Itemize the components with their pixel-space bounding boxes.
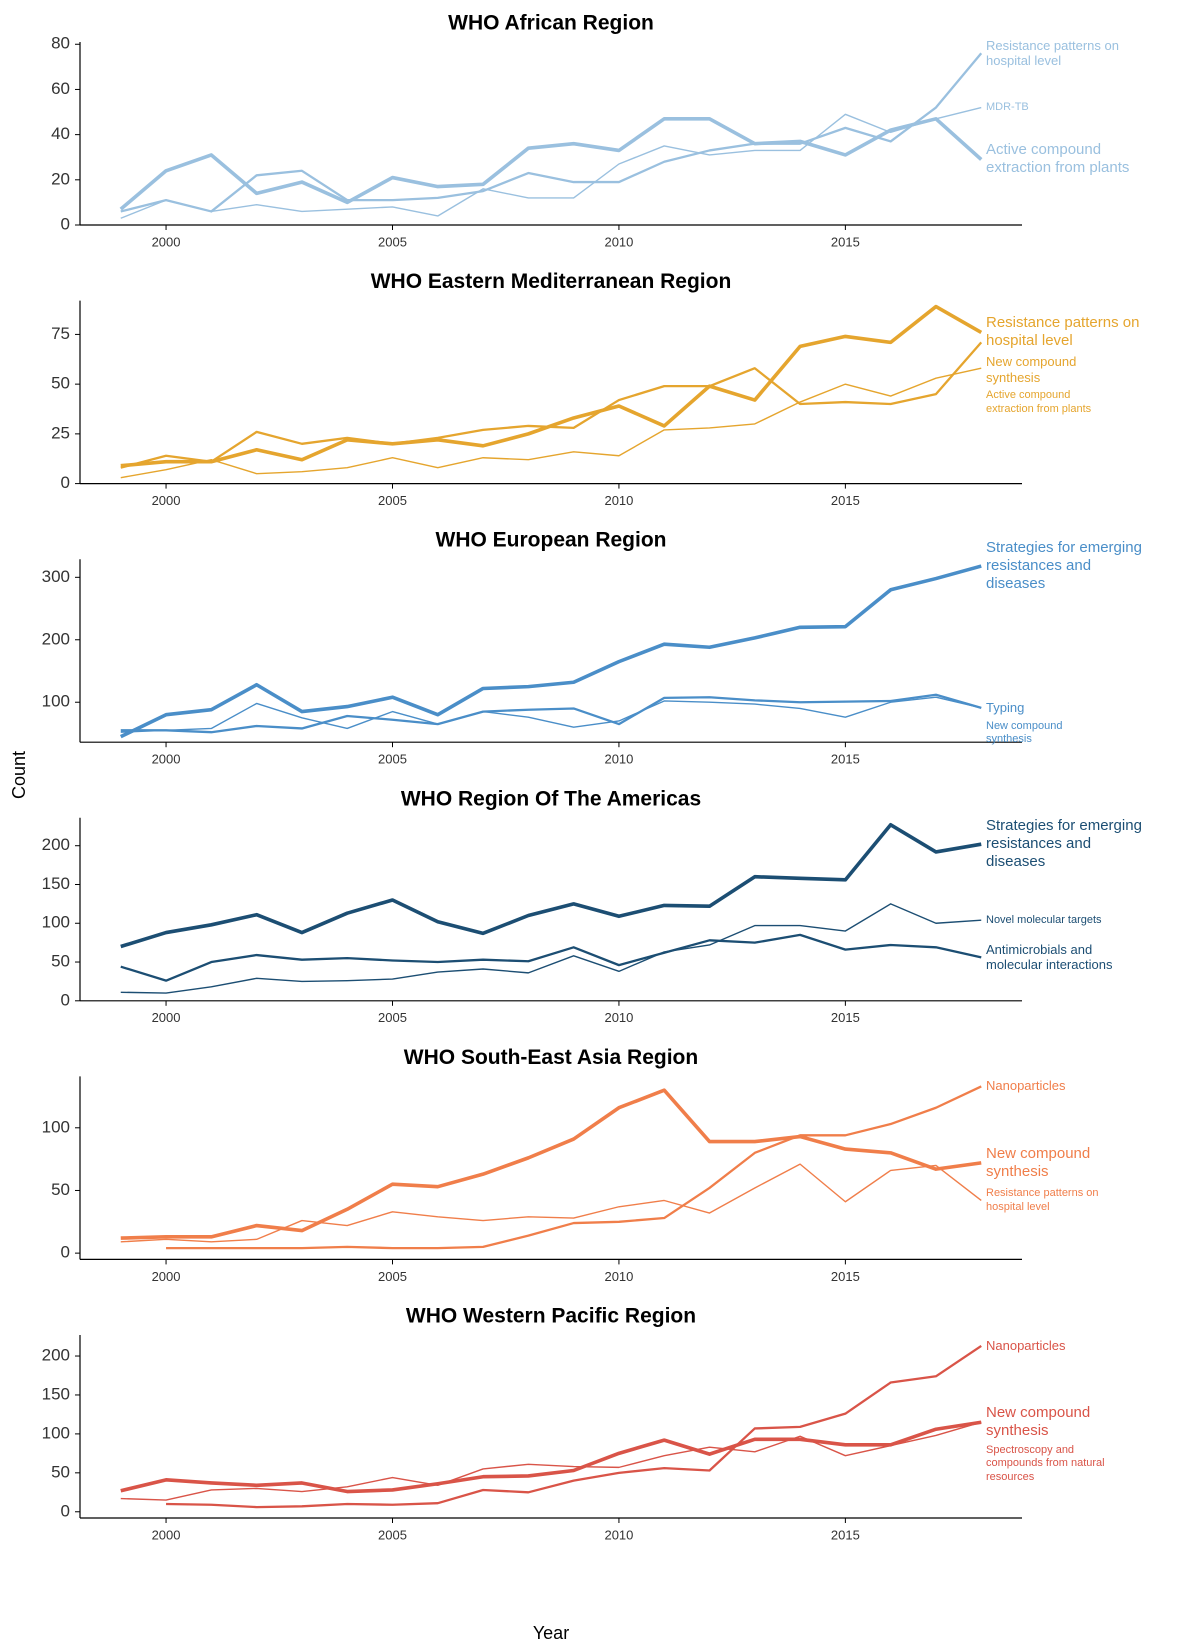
y-tick-label: 150	[42, 874, 70, 893]
y-tick-label: 0	[61, 1243, 70, 1262]
y-tick-label: 150	[42, 1384, 70, 1403]
x-tick-label: 2015	[831, 752, 860, 767]
x-tick-label: 2000	[152, 1010, 181, 1025]
series-line	[119, 117, 983, 211]
x-tick-label: 2010	[604, 234, 633, 249]
series-label: Novel molecular targets	[986, 913, 1102, 926]
y-tick-label: 80	[51, 34, 70, 53]
y-tick-label: 75	[51, 324, 70, 343]
series-label: New compound synthesis	[986, 354, 1077, 386]
series-label: Nanoparticles	[986, 1337, 1066, 1353]
series-label: New compound synthesis	[986, 1404, 1091, 1440]
series-line	[120, 1420, 982, 1494]
series-line	[120, 822, 982, 949]
series-label: Resistance patterns on hospital level	[986, 1187, 1099, 1213]
series-line	[120, 1421, 982, 1501]
series-line	[120, 933, 982, 982]
x-tick-label: 2005	[378, 234, 407, 249]
series-line	[120, 1088, 982, 1240]
panel-title: WHO Eastern Mediterranean Region	[371, 270, 732, 293]
x-tick-label: 2015	[831, 1269, 860, 1284]
x-tick-label: 2000	[152, 752, 181, 767]
series-line	[120, 1163, 982, 1243]
x-tick-label: 2010	[604, 493, 633, 508]
x-tick-label: 2010	[604, 1010, 633, 1025]
y-tick-label: 20	[51, 169, 70, 188]
series-label: New compound synthesis	[986, 1144, 1091, 1180]
series-line	[120, 696, 982, 733]
x-tick-label: 2015	[831, 234, 860, 249]
x-tick-label: 2005	[378, 752, 407, 767]
x-tick-label: 2015	[831, 1010, 860, 1025]
series-line	[166, 1085, 982, 1250]
y-tick-label: 100	[42, 692, 70, 711]
y-tick-label: 100	[42, 1423, 70, 1442]
series-label: Resistance patterns on hospital level	[986, 314, 1140, 350]
series-label: Antimicrobials and molecular interaction…	[986, 941, 1113, 973]
panel-title: WHO Western Pacific Region	[406, 1305, 696, 1328]
x-tick-label: 2015	[831, 1527, 860, 1542]
x-axis-label: Year	[533, 1623, 569, 1643]
x-tick-label: 2005	[378, 1010, 407, 1025]
series-label: MDR-TB	[986, 101, 1029, 114]
y-tick-label: 50	[51, 1462, 70, 1481]
series-line	[120, 52, 983, 213]
y-tick-label: 100	[42, 1117, 70, 1136]
series-label: Strategies for emerging resistances and …	[986, 817, 1142, 871]
y-tick-label: 200	[42, 1346, 70, 1365]
y-tick-label: 200	[42, 835, 70, 854]
series-line	[120, 106, 982, 219]
y-tick-label: 300	[42, 567, 70, 586]
y-tick-label: 0	[61, 1501, 70, 1520]
y-tick-label: 0	[61, 214, 70, 233]
y-tick-label: 100	[42, 913, 70, 932]
x-tick-label: 2000	[152, 1269, 181, 1284]
x-tick-label: 2000	[152, 1527, 181, 1542]
series-line	[166, 1344, 982, 1509]
x-tick-label: 2005	[378, 493, 407, 508]
y-tick-label: 0	[61, 990, 70, 1009]
series-line	[119, 564, 982, 739]
series-line	[120, 341, 983, 469]
panel-title: WHO African Region	[448, 12, 654, 35]
series-label: Strategies for emerging resistances and …	[986, 539, 1142, 593]
x-tick-label: 2010	[604, 1527, 633, 1542]
series-label: New compound synthesis	[986, 719, 1063, 746]
panel-title: WHO European Region	[436, 529, 667, 552]
panel-title: WHO South-East Asia Region	[404, 1046, 698, 1069]
y-tick-label: 25	[51, 423, 70, 442]
x-tick-label: 2000	[152, 234, 181, 249]
y-tick-label: 60	[51, 79, 70, 98]
x-tick-label: 2015	[831, 493, 860, 508]
series-label: Nanoparticles	[986, 1078, 1066, 1094]
y-tick-label: 0	[61, 473, 70, 492]
series-label: Typing	[986, 699, 1025, 715]
series-label: Spectroscopy and compounds from natural …	[986, 1444, 1105, 1483]
series-line	[120, 367, 982, 479]
series-label: Resistance patterns on hospital level	[986, 37, 1119, 69]
panel-title: WHO Region Of The Americas	[401, 787, 701, 810]
series-label: Active compound extraction from plants	[986, 389, 1092, 415]
x-tick-label: 2010	[604, 752, 633, 767]
series-line	[120, 903, 982, 994]
y-tick-label: 40	[51, 124, 70, 143]
y-tick-label: 50	[51, 1180, 70, 1199]
x-tick-label: 2005	[378, 1527, 407, 1542]
y-tick-label: 50	[51, 374, 70, 393]
y-tick-label: 200	[42, 629, 70, 648]
x-tick-label: 2000	[152, 493, 181, 508]
series-line	[120, 693, 982, 734]
x-tick-label: 2010	[604, 1269, 633, 1284]
series-label: Active compound extraction from plants	[986, 141, 1130, 177]
x-tick-label: 2005	[378, 1269, 407, 1284]
y-tick-label: 50	[51, 952, 70, 971]
y-axis-label: Count	[9, 751, 29, 799]
